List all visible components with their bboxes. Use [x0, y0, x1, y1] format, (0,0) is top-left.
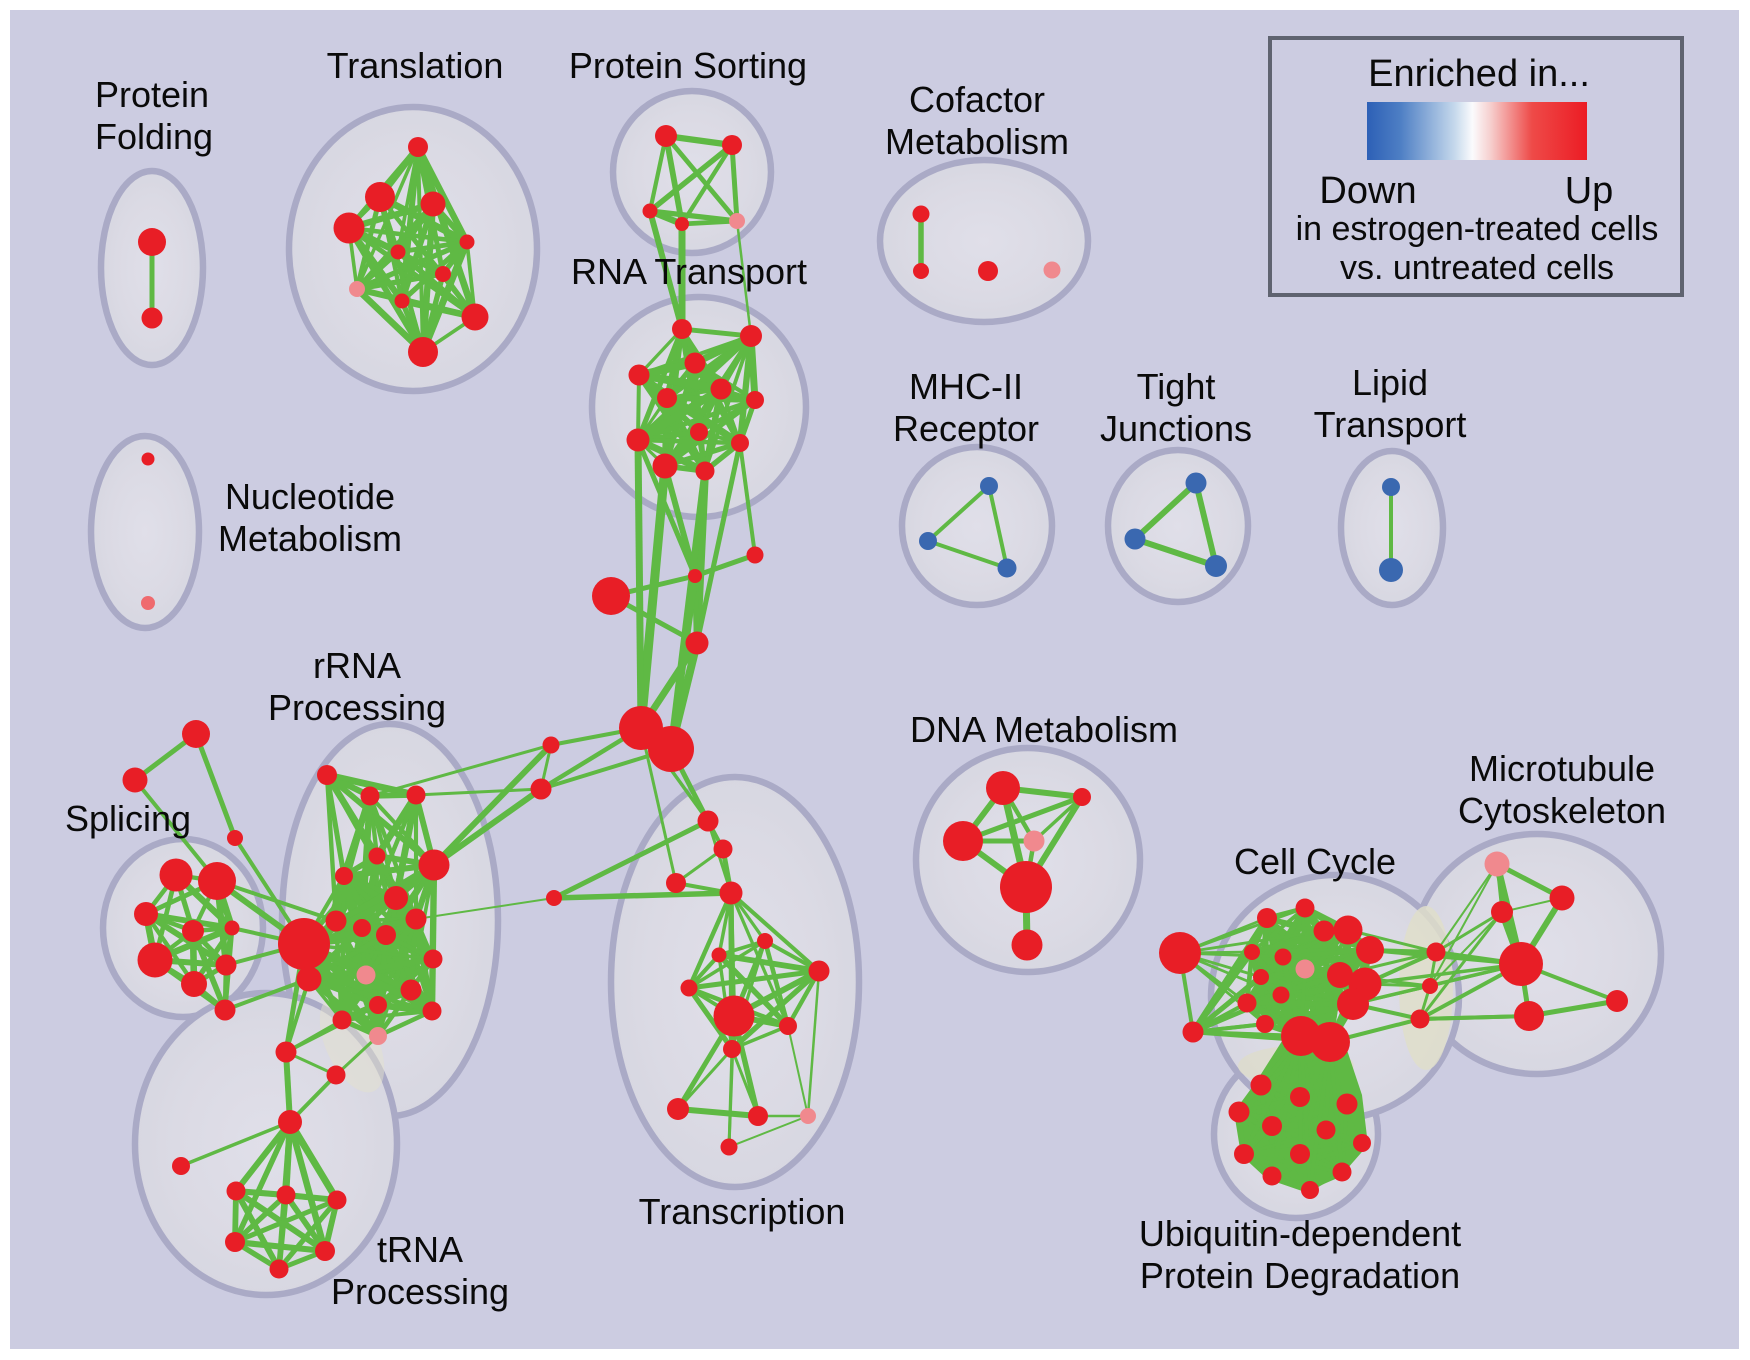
svg-text:Ubiquitin-dependent: Ubiquitin-dependent	[1139, 1213, 1461, 1254]
svg-text:Protein Degradation: Protein Degradation	[1140, 1255, 1460, 1296]
svg-text:Nucleotide: Nucleotide	[225, 476, 395, 517]
svg-text:Translation: Translation	[327, 45, 504, 86]
svg-text:Protein Sorting: Protein Sorting	[569, 45, 807, 86]
svg-text:Transport: Transport	[1314, 404, 1467, 445]
svg-text:rRNA: rRNA	[313, 645, 401, 686]
svg-text:RNA Transport: RNA Transport	[571, 251, 807, 292]
svg-text:Junctions: Junctions	[1100, 408, 1252, 449]
svg-text:Protein: Protein	[95, 74, 209, 115]
svg-text:Microtubule: Microtubule	[1469, 748, 1655, 789]
svg-text:Enriched in...: Enriched in...	[1368, 53, 1590, 95]
svg-text:Cell Cycle: Cell Cycle	[1234, 841, 1396, 882]
svg-text:Down: Down	[1319, 170, 1416, 212]
svg-text:MHC-II: MHC-II	[909, 366, 1023, 407]
svg-text:tRNA: tRNA	[377, 1229, 463, 1270]
svg-text:Processing: Processing	[331, 1271, 509, 1312]
svg-text:Receptor: Receptor	[893, 408, 1039, 449]
svg-text:Metabolism: Metabolism	[218, 518, 402, 559]
svg-text:Lipid: Lipid	[1352, 362, 1428, 403]
svg-text:Up: Up	[1565, 170, 1614, 212]
svg-text:Cofactor: Cofactor	[909, 79, 1045, 120]
svg-text:Processing: Processing	[268, 687, 446, 728]
svg-text:Folding: Folding	[95, 116, 213, 157]
svg-text:Tight: Tight	[1137, 366, 1216, 407]
svg-text:DNA Metabolism: DNA Metabolism	[910, 709, 1178, 750]
svg-text:Cytoskeleton: Cytoskeleton	[1458, 790, 1666, 831]
svg-text:in estrogen-treated cells: in estrogen-treated cells	[1296, 210, 1659, 248]
svg-text:vs. untreated cells: vs. untreated cells	[1340, 249, 1614, 287]
svg-text:Metabolism: Metabolism	[885, 121, 1069, 162]
svg-text:Splicing: Splicing	[65, 798, 191, 839]
svg-text:Transcription: Transcription	[639, 1191, 846, 1232]
